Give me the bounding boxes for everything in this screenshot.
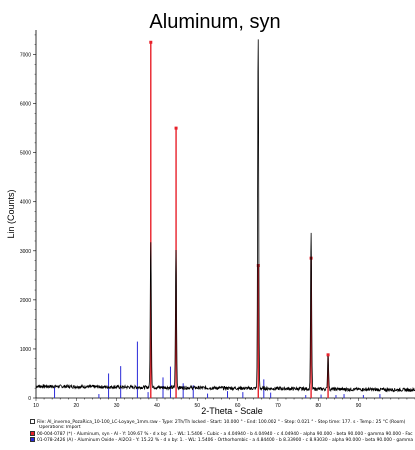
- aluminum-oxide-color-swatch[interactable]: [30, 437, 35, 442]
- aluminum-color-swatch[interactable]: [30, 431, 35, 436]
- reference-aluminum-oxide-line: 01-078-2426 (A) - Aluminum Oxide - Al2O3…: [30, 437, 415, 444]
- y-tick-label: 4000: [20, 200, 31, 206]
- x-tick-label: 70: [275, 403, 281, 409]
- aluminum-stick-marker: [326, 353, 330, 357]
- aluminum-stick-marker: [256, 264, 260, 268]
- x-tick-label: 80: [315, 403, 321, 409]
- aluminum-reference-sticks: [149, 40, 330, 398]
- y-tick-label: 1000: [20, 347, 31, 353]
- file-info-line: File: Al_inverno_PozaRica_10-100_LC-Loya…: [30, 419, 415, 426]
- x-tick-label: 60: [235, 403, 241, 409]
- y-tick-label: 3000: [20, 249, 31, 255]
- x-axis-label: 2-Theta - Scale: [201, 406, 263, 416]
- file-checkbox[interactable]: [30, 419, 35, 424]
- x-tick-label: 50: [194, 403, 200, 409]
- y-axis-label: Lin (Counts): [6, 189, 16, 238]
- aluminum-stick-marker: [149, 40, 153, 44]
- x-tick-label: 20: [74, 403, 80, 409]
- chart-title: Aluminum, syn: [149, 11, 280, 33]
- x-tick-label: 40: [154, 403, 160, 409]
- x-tick-label: 10: [33, 403, 39, 409]
- y-tick-label: 2000: [20, 298, 31, 304]
- x-tick-label: 30: [114, 403, 120, 409]
- y-tick-label: 0: [28, 396, 31, 402]
- operations-line: Operations: Import: [39, 425, 81, 430]
- y-tick-label: 6000: [20, 102, 31, 108]
- y-tick-label: 5000: [20, 151, 31, 157]
- y-tick-label: 7000: [20, 53, 31, 59]
- diffraction-pattern-line: [35, 39, 415, 393]
- x-tick-label: 90: [356, 403, 362, 409]
- y-ticks: 0 1000 2000 3000 4000 5000 6000 7000: [20, 34, 36, 402]
- reference-aluminum-line: 00-004-0787 (*) - Aluminum, syn - Al - Y…: [30, 431, 415, 438]
- aluminum-stick-marker: [174, 126, 178, 130]
- x-ticks: 10 20 30 40 50 60 70 80 90: [33, 398, 415, 409]
- plot-area: 0 1000 2000 3000 4000 5000 6000 7000 10 20 30 40 50…: [20, 30, 415, 409]
